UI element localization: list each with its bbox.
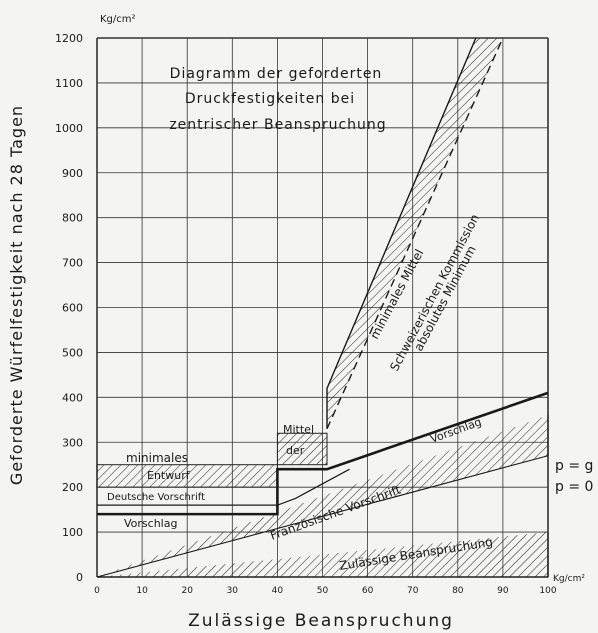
label-vorschlag-left: Vorschlag	[124, 517, 177, 530]
y-unit-label: Kg/cm²	[100, 14, 136, 25]
series-minimales-mittel	[326, 37, 477, 429]
x-tick-label: 80	[452, 586, 464, 596]
y-tick-label: 300	[62, 436, 83, 449]
y-tick-label: 600	[62, 302, 83, 315]
chart-title-line-2: Druckfestigkeiten bei	[185, 91, 355, 107]
series-franz-sische-vorschrift	[96, 415, 549, 578]
y-tick-label: 800	[62, 212, 83, 225]
chart-title-line-3: zentrischer Beanspruchung	[169, 117, 386, 133]
x-tick-label: 30	[227, 586, 239, 596]
y-tick-label: 1200	[55, 32, 83, 45]
chart-title: Diagramm der geforderten Druckfestigkeit…	[169, 66, 386, 133]
label-deutsche-vorschrift: Deutsche Vorschrift	[107, 492, 205, 503]
x-tick-label: 70	[407, 586, 419, 596]
hatch-franzoesische-vorschrift	[97, 415, 548, 577]
label-entwurf: Entwurf	[147, 469, 191, 482]
label-der: der	[286, 444, 305, 457]
y-tick-label: 200	[62, 481, 83, 494]
x-tick-label: 20	[181, 586, 193, 596]
label-mittel: Mittel	[283, 423, 314, 436]
x-axis-title: Zulässige Beanspruchung	[188, 611, 454, 631]
series-absolutes-minimum	[326, 37, 504, 430]
chart-title-line-1: Diagramm der geforderten	[170, 66, 383, 82]
series-deutsche-vorschrift	[97, 468, 350, 506]
y-tick-label: 900	[62, 167, 83, 180]
label-p-0: p = 0	[555, 479, 593, 495]
x-tick-label: 40	[272, 586, 284, 596]
hatch-zulaessige-beanspruchung	[97, 532, 548, 577]
series-zul-ssige-beanspruchung	[97, 532, 549, 578]
y-tick-label: 1000	[55, 122, 83, 135]
hatch-schweiz-kommission	[327, 38, 503, 429]
y-tick-label: 100	[62, 526, 83, 539]
y-tick-label: 1100	[55, 77, 83, 90]
y-tick-label: 0	[76, 571, 83, 584]
y-tick-label: 700	[62, 257, 83, 270]
series-vorschlag	[97, 391, 549, 516]
label-p-g: p = g	[555, 458, 593, 474]
y-tick-label: 400	[62, 391, 83, 404]
x-tick-label: 60	[362, 586, 374, 596]
label-minimales: minimales	[126, 451, 188, 465]
x-tick-label: 0	[94, 586, 100, 596]
y-axis-title: Geforderte Würfelfestigkeit nach 28 Tage…	[7, 105, 26, 485]
y-tick-label: 500	[62, 346, 83, 359]
x-tick-label: 10	[136, 586, 148, 596]
x-tick-label: 50	[317, 586, 329, 596]
x-unit-label: Kg/cm²	[553, 574, 585, 584]
x-tick-label: 100	[539, 586, 556, 596]
x-tick-label: 90	[497, 586, 509, 596]
label-vorschlag-right: Vorschlag	[429, 415, 484, 445]
band-mittel-der	[276, 432, 328, 466]
